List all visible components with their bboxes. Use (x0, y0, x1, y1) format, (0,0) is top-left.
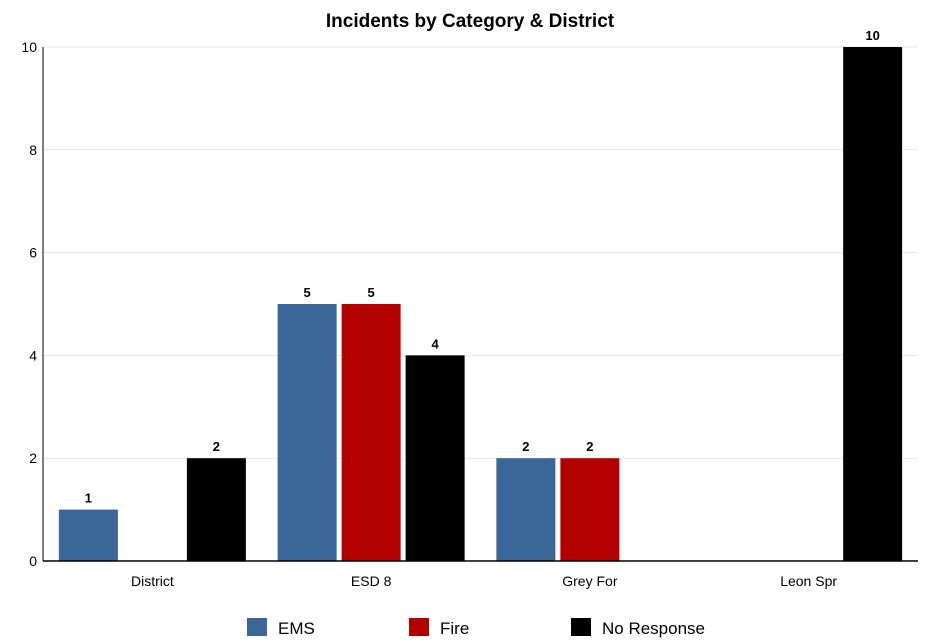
bar-ems (277, 304, 337, 561)
bar-no-response (405, 355, 465, 561)
data-label: 5 (304, 285, 311, 300)
bar-fire (341, 304, 401, 561)
legend-label: No Response (602, 619, 705, 638)
bar-no-response (186, 458, 246, 561)
data-label: 10 (865, 28, 879, 43)
data-label: 4 (432, 336, 440, 351)
data-labels: 1 2 5 5 4 2 2 10 (85, 28, 880, 506)
data-label: 2 (586, 439, 593, 454)
x-tick-label: District (131, 573, 174, 589)
data-label: 5 (368, 285, 375, 300)
bar-no-response (843, 47, 903, 561)
y-axis: 0 2 4 6 8 10 (21, 39, 44, 569)
chart-title: Incidents by Category & District (326, 11, 615, 32)
legend: EMS Fire No Response (247, 618, 705, 638)
y-tick-label: 10 (21, 39, 37, 55)
bar-ems (58, 509, 118, 561)
x-axis: District ESD 8 Grey For Leon Spr (43, 560, 918, 589)
legend-swatch (247, 618, 267, 636)
y-tick-label: 0 (29, 553, 37, 569)
legend-swatch (409, 618, 429, 636)
bar-fire (560, 458, 620, 561)
data-label: 2 (213, 439, 220, 454)
x-tick-label: ESD 8 (351, 573, 392, 589)
data-label: 1 (85, 491, 92, 506)
y-tick-label: 6 (29, 245, 37, 261)
data-label: 2 (522, 439, 529, 454)
legend-label: Fire (440, 619, 469, 638)
y-tick-label: 8 (29, 142, 37, 158)
x-tick-label: Grey For (562, 573, 618, 589)
bar-ems (496, 458, 556, 561)
legend-swatch (571, 618, 591, 636)
x-tick-label: Leon Spr (780, 573, 837, 589)
gridlines (43, 46, 918, 459)
legend-label: EMS (278, 619, 315, 638)
y-tick-label: 2 (29, 450, 37, 466)
bars (58, 47, 903, 561)
y-tick-label: 4 (29, 347, 37, 363)
